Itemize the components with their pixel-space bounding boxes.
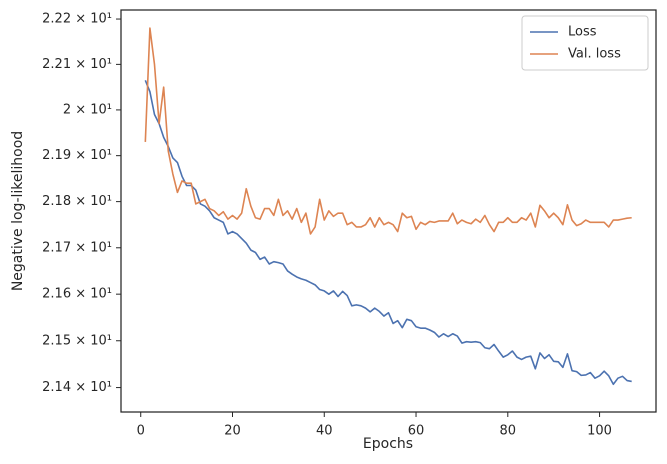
plot-frame xyxy=(120,9,657,413)
y-tick-label: 2.19 × 10¹ xyxy=(42,148,112,163)
x-tick-label: 20 xyxy=(224,424,241,439)
y-tick-label: 2.17 × 10¹ xyxy=(42,240,112,255)
x-axis-label: Epochs xyxy=(363,436,413,452)
legend-box xyxy=(521,15,649,71)
y-tick-label: 2 × 10¹ xyxy=(63,102,112,117)
x-tick-label: 40 xyxy=(316,424,333,439)
legend-label: Val. loss xyxy=(568,47,621,62)
line xyxy=(144,27,632,235)
legend-label: Loss xyxy=(568,25,597,40)
y-tick-label: 2.16 × 10¹ xyxy=(42,287,112,302)
y-axis-label: Negative log-likelihood xyxy=(10,131,26,291)
x-tick-label: 0 xyxy=(137,424,145,439)
y-tick-label: 2.18 × 10¹ xyxy=(42,194,112,209)
y-tick-label: 2.21 × 10¹ xyxy=(42,57,112,72)
line xyxy=(144,79,632,386)
y-tick-label: 2.15 × 10¹ xyxy=(42,333,112,348)
y-tick-label: 2.22 × 10¹ xyxy=(42,12,112,27)
x-tick-label: 60 xyxy=(408,424,425,439)
x-tick-label: 80 xyxy=(500,424,517,439)
x-tick-label: 100 xyxy=(587,424,612,439)
y-tick-label: 2.14 × 10¹ xyxy=(42,380,112,395)
